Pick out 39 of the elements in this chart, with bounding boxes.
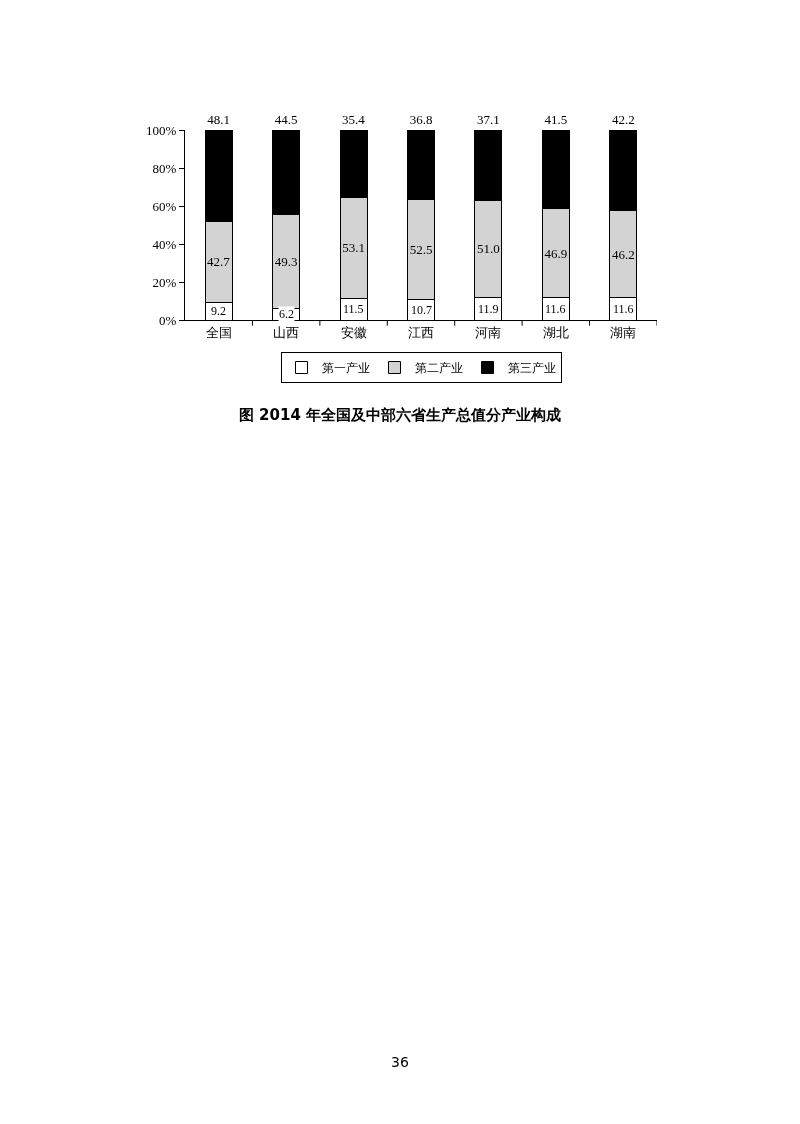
data-label: 35.4 bbox=[341, 112, 366, 127]
y-tick-label: 80% bbox=[152, 160, 177, 176]
text: 图 2014 年全国及中部六省生产总值分产业构成 bbox=[238, 406, 562, 425]
data-label: 11.9 bbox=[478, 302, 499, 316]
data-label: 11.6 bbox=[545, 302, 566, 316]
data-label: 36.8 bbox=[409, 112, 433, 127]
y-tick-label: 0% bbox=[159, 312, 177, 328]
data-label: 11.5 bbox=[343, 302, 364, 316]
data-label: 9.2 bbox=[211, 304, 226, 318]
y-tick-label: 100% bbox=[146, 122, 177, 138]
x-tick-label: 安徽 bbox=[340, 324, 367, 340]
legend-label: 第二产业 bbox=[414, 361, 463, 376]
data-label: 49.3 bbox=[274, 253, 298, 269]
x-tick-label: 湖北 bbox=[542, 324, 569, 340]
legend-label: 第一产业 bbox=[321, 361, 370, 376]
data-label: 6.2 bbox=[279, 307, 294, 321]
x-tick-label: 江西 bbox=[408, 324, 434, 340]
y-tick-label: 40% bbox=[152, 236, 177, 252]
x-tick-label: 湖南 bbox=[610, 324, 637, 340]
x-tick-label: 山西 bbox=[273, 324, 300, 340]
x-tick-label: 全国 bbox=[205, 324, 232, 340]
legend-label: 第三产业 bbox=[507, 361, 556, 376]
data-label: 46.2 bbox=[611, 246, 635, 262]
data-label: 37.1 bbox=[477, 112, 500, 127]
y-tick-label: 20% bbox=[152, 274, 177, 290]
text: 36 bbox=[391, 1054, 409, 1070]
x-tick-label: 河南 bbox=[475, 324, 502, 340]
y-tick-label: 60% bbox=[152, 198, 177, 214]
data-label: 48.1 bbox=[207, 112, 231, 127]
data-label: 46.9 bbox=[544, 245, 568, 261]
data-label: 10.7 bbox=[411, 303, 432, 317]
data-label: 53.1 bbox=[342, 240, 365, 256]
data-label: 42.7 bbox=[207, 254, 231, 270]
data-label: 44.5 bbox=[274, 112, 298, 127]
data-label: 41.5 bbox=[544, 112, 568, 127]
data-label: 52.5 bbox=[409, 242, 433, 258]
data-label: 51.0 bbox=[477, 241, 500, 257]
data-label: 11.6 bbox=[613, 302, 634, 316]
data-label: 42.2 bbox=[611, 112, 635, 127]
